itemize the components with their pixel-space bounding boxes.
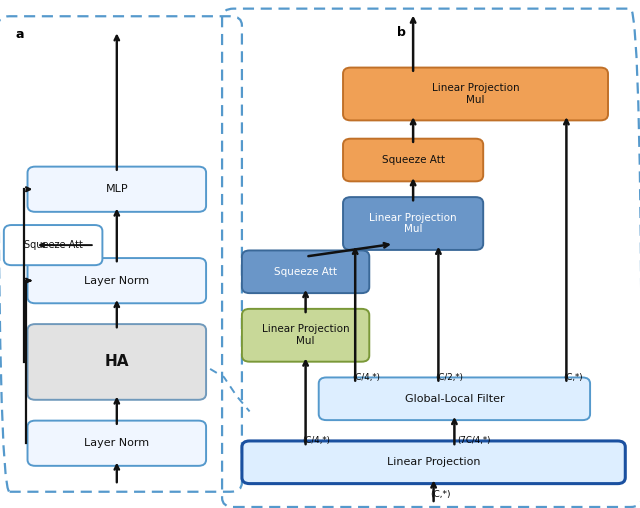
Text: (C/4,*): (C/4,*) <box>303 436 330 445</box>
FancyBboxPatch shape <box>28 324 206 400</box>
FancyBboxPatch shape <box>28 421 206 466</box>
Text: (C/4,*): (C/4,*) <box>352 373 380 383</box>
Text: (C,*): (C,*) <box>430 490 451 499</box>
FancyBboxPatch shape <box>4 225 102 265</box>
Text: Linear Projection: Linear Projection <box>387 457 481 467</box>
Text: Linear Projection
Mul: Linear Projection Mul <box>262 325 349 346</box>
Text: MLP: MLP <box>106 184 128 194</box>
FancyBboxPatch shape <box>28 167 206 212</box>
FancyBboxPatch shape <box>343 197 483 250</box>
Text: (7C/4,*): (7C/4,*) <box>458 436 491 445</box>
Text: (C,*): (C,*) <box>563 373 582 383</box>
Text: Layer Norm: Layer Norm <box>84 276 149 285</box>
Text: Global-Local Filter: Global-Local Filter <box>404 394 504 404</box>
FancyBboxPatch shape <box>343 68 608 120</box>
Text: a: a <box>16 28 24 41</box>
FancyBboxPatch shape <box>242 250 369 293</box>
Text: HA: HA <box>104 355 129 369</box>
Text: Squeeze Att: Squeeze Att <box>24 240 83 250</box>
FancyBboxPatch shape <box>242 309 369 362</box>
Text: Linear Projection
Mul: Linear Projection Mul <box>369 213 457 234</box>
Text: Linear Projection
Mul: Linear Projection Mul <box>432 83 519 105</box>
Text: Layer Norm: Layer Norm <box>84 438 149 448</box>
Text: b: b <box>397 25 406 39</box>
Text: (C/2,*): (C/2,*) <box>435 373 463 383</box>
FancyBboxPatch shape <box>319 377 590 420</box>
Text: Squeeze Att: Squeeze Att <box>274 267 337 277</box>
FancyBboxPatch shape <box>242 441 625 484</box>
Text: Squeeze Att: Squeeze Att <box>381 155 445 165</box>
FancyBboxPatch shape <box>343 139 483 181</box>
FancyBboxPatch shape <box>28 258 206 303</box>
